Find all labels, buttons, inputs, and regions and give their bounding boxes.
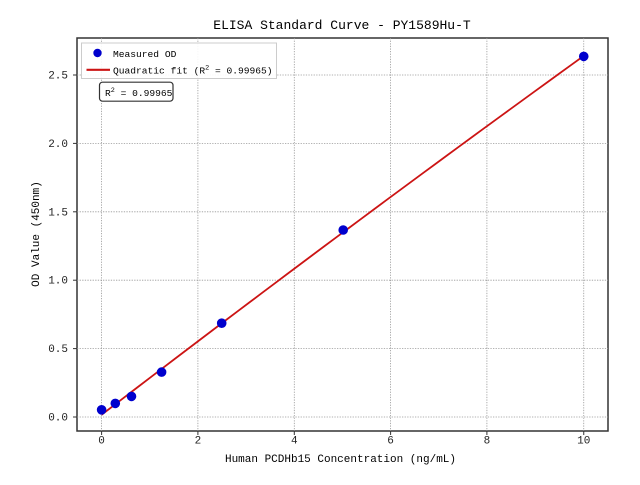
svg-text:6: 6 xyxy=(387,436,394,448)
svg-text:Human PCDHb15 Concentration (n: Human PCDHb15 Concentration (ng/mL) xyxy=(225,454,456,466)
svg-text:R2 = 0.99965: R2 = 0.99965 xyxy=(105,87,173,99)
svg-text:4: 4 xyxy=(291,436,298,448)
svg-text:Measured OD: Measured OD xyxy=(113,49,177,60)
svg-text:2: 2 xyxy=(195,436,202,448)
svg-text:ELISA Standard Curve - PY1589H: ELISA Standard Curve - PY1589Hu-T xyxy=(213,18,471,33)
svg-text:0.5: 0.5 xyxy=(48,344,68,356)
svg-text:10: 10 xyxy=(577,436,590,448)
svg-text:0.0: 0.0 xyxy=(48,413,68,425)
svg-text:Quadratic fit (R2 = 0.99965): Quadratic fit (R2 = 0.99965) xyxy=(113,64,273,76)
svg-text:8: 8 xyxy=(484,436,491,448)
svg-text:OD Value (450nm): OD Value (450nm) xyxy=(31,181,43,287)
svg-text:1.0: 1.0 xyxy=(48,276,68,288)
svg-text:0: 0 xyxy=(98,436,105,448)
svg-text:2.0: 2.0 xyxy=(48,139,68,151)
svg-text:1.5: 1.5 xyxy=(48,207,68,219)
svg-text:2.5: 2.5 xyxy=(48,71,68,83)
